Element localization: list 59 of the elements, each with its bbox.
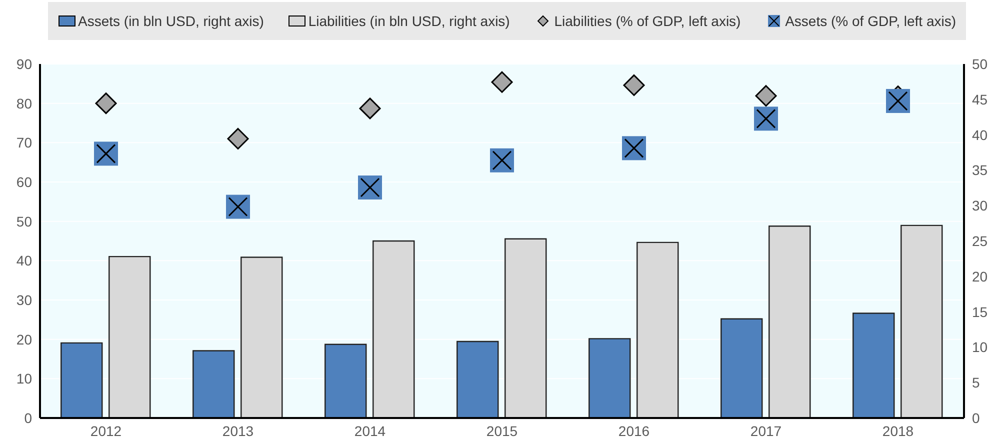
point <box>886 88 910 113</box>
x-tick-label: 2017 <box>750 422 782 439</box>
x-tick-label: 2012 <box>90 422 122 439</box>
legend-label: Liabilities (in bln USD, right axis) <box>307 13 510 29</box>
y-tick-label: 80 <box>16 95 32 112</box>
y-tick-label: 30 <box>16 292 32 308</box>
bar <box>456 340 499 418</box>
bar <box>720 318 763 418</box>
y2-tick-label: 45 <box>972 91 988 108</box>
y2-tick-label: 5 <box>972 374 980 391</box>
bar <box>324 344 367 418</box>
point <box>227 128 249 150</box>
x-tick-label: 2014 <box>354 422 386 439</box>
bar <box>852 312 895 418</box>
y-tick-label: 20 <box>16 331 32 348</box>
bar <box>108 256 151 418</box>
point <box>755 85 777 107</box>
bar <box>372 240 415 418</box>
y-tick-label: 10 <box>16 370 32 387</box>
legend-label: Assets (in bln USD, right axis) <box>77 13 264 29</box>
point <box>754 106 778 131</box>
y2-tick-label: 15 <box>972 304 988 320</box>
legend-label: Liabilities (% of GDP, left axis) <box>553 13 741 29</box>
y-tick-label: 60 <box>16 174 32 190</box>
y2-tick-label: 0 <box>972 410 980 426</box>
bar <box>192 350 235 418</box>
point <box>95 92 117 114</box>
point <box>622 136 646 160</box>
point <box>490 148 514 172</box>
legend-label: Assets (% of GDP, left axis) <box>784 13 956 29</box>
y-tick-label: 70 <box>16 134 32 151</box>
y2-tick-label: 50 <box>972 56 988 72</box>
bar <box>504 238 547 418</box>
y-tick-label: 50 <box>16 213 32 230</box>
bar <box>900 224 943 418</box>
bar <box>60 342 103 418</box>
y2-tick-label: 25 <box>972 232 988 249</box>
point <box>94 142 118 166</box>
y-tick-label: 90 <box>16 56 32 72</box>
y-tick-label: 0 <box>24 410 32 426</box>
x-tick-label: 2018 <box>882 422 914 439</box>
bar <box>768 226 811 418</box>
y2-tick-label: 30 <box>972 198 988 214</box>
y2-tick-label: 20 <box>972 268 988 284</box>
x-tick-label: 2015 <box>486 422 518 439</box>
bar <box>240 256 283 418</box>
point <box>358 176 382 200</box>
point <box>623 74 645 96</box>
y2-tick-label: 35 <box>972 162 988 178</box>
y2-tick-label: 10 <box>972 339 988 356</box>
bar <box>636 242 679 418</box>
x-tick-label: 2013 <box>222 422 254 439</box>
point <box>226 194 250 219</box>
x-tick-label: 2016 <box>618 422 650 439</box>
point <box>491 71 513 93</box>
point <box>359 98 381 120</box>
y2-tick-label: 40 <box>972 126 988 143</box>
bar <box>588 338 631 418</box>
y-tick-label: 40 <box>16 252 32 269</box>
